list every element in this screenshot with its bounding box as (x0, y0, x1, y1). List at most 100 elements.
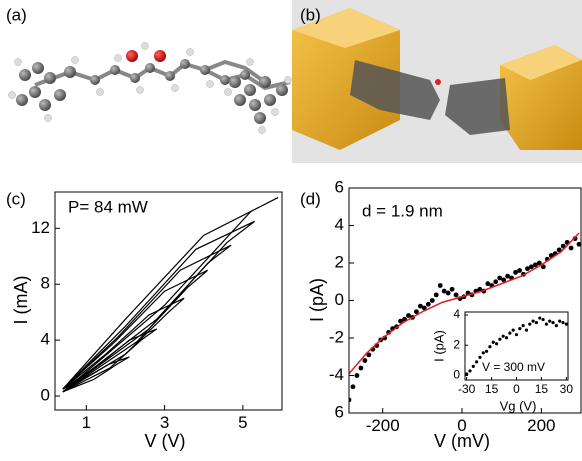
data-line (62, 197, 279, 393)
y-tick-label: 6 (335, 177, 344, 196)
data-point (558, 319, 562, 323)
x-tick-label: 15 (535, 382, 549, 396)
y-tick-label: -4 (329, 365, 344, 384)
data-line (62, 356, 130, 393)
x-tick-label: -200 (366, 416, 400, 435)
x-tick-label: 30 (560, 382, 574, 396)
y-tick-label: 4 (453, 307, 460, 321)
annotation: d = 1.9 nm (362, 201, 443, 220)
data-point (358, 365, 364, 371)
axes-frame (54, 191, 283, 411)
data-point (417, 303, 423, 309)
x-tick-label: -30 (458, 382, 476, 396)
panel-label: (c) (6, 189, 26, 208)
panel-label: (b) (300, 5, 321, 24)
data-point (529, 264, 534, 270)
y-tick-label: 12 (31, 218, 50, 237)
data-point (544, 322, 549, 326)
data-point (485, 281, 491, 287)
data-point (475, 360, 479, 364)
annotation: V = 300 mV (482, 360, 545, 374)
x-tick-label: 200 (527, 416, 555, 435)
data-point (437, 283, 443, 288)
data-point (425, 301, 431, 307)
x-tick-label: 0 (457, 416, 466, 435)
data-point (511, 328, 515, 332)
x-tick-label: 15 (485, 382, 499, 396)
data-point (493, 279, 499, 285)
y-axis-label: I (mA) (11, 276, 31, 325)
data-point (497, 275, 503, 281)
x-axis-label: V (V) (144, 431, 185, 451)
plot-area (349, 232, 581, 403)
data-point (538, 316, 542, 320)
inset-background (465, 312, 568, 380)
data-point (564, 322, 568, 326)
data-point (491, 340, 495, 344)
x-tick-label: 0 (513, 382, 520, 396)
x-tick-label: 1 (82, 413, 91, 432)
y-tick-label: 2 (335, 252, 344, 271)
data-point (449, 286, 455, 292)
data-point (556, 247, 562, 253)
data-point (534, 320, 539, 325)
data-point (366, 352, 372, 358)
data-point (514, 333, 519, 337)
data-point (354, 373, 360, 378)
y-tick-label: 0 (41, 386, 50, 405)
y-tick-label: -2 (329, 327, 344, 346)
y-tick-label: 0 (335, 290, 344, 309)
data-point (481, 351, 485, 355)
data-point (568, 245, 574, 251)
data-point (445, 290, 451, 296)
data-point (498, 337, 502, 341)
data-point (504, 336, 509, 340)
data-point (488, 345, 492, 349)
x-tick-label: 5 (238, 413, 247, 432)
data-point (398, 318, 403, 324)
y-tick-label: 2 (453, 337, 460, 351)
data-point (528, 322, 532, 326)
junction-image (292, 0, 582, 163)
y-tick-label: 8 (41, 274, 50, 293)
y-tick-label: 0 (453, 368, 460, 382)
data-point (554, 324, 558, 328)
data-point (453, 292, 459, 298)
data-point (433, 292, 439, 298)
x-axis-label: Vg (V) (500, 398, 537, 413)
data-point (478, 355, 482, 359)
data-point (501, 277, 507, 283)
y-tick-label: 4 (335, 215, 344, 234)
data-line (62, 328, 158, 393)
data-point (441, 288, 447, 294)
data-point (576, 241, 581, 247)
data-point (406, 313, 411, 318)
data-point (551, 320, 555, 325)
y-axis-label: I (pA) (431, 330, 446, 362)
data-point (532, 262, 538, 268)
data-point (524, 328, 529, 332)
data-point (471, 364, 475, 368)
panel-label: (a) (6, 5, 27, 24)
data-point (541, 317, 545, 322)
data-point (477, 286, 483, 292)
data-point (540, 264, 546, 270)
data-point (494, 342, 499, 346)
data-point (429, 298, 435, 303)
data-point (548, 319, 552, 323)
data-point (536, 260, 542, 266)
data-point (501, 334, 505, 338)
data-point (505, 273, 511, 279)
annotation: P= 84 mW (68, 197, 148, 216)
plot-area (62, 197, 279, 393)
data-point (517, 268, 522, 273)
data-point (484, 349, 489, 353)
data-point (414, 309, 419, 315)
molecule-image (8, 42, 292, 134)
data-point (349, 397, 352, 403)
data-point (561, 320, 565, 325)
data-point (513, 269, 518, 275)
y-tick-label: 4 (41, 330, 50, 349)
